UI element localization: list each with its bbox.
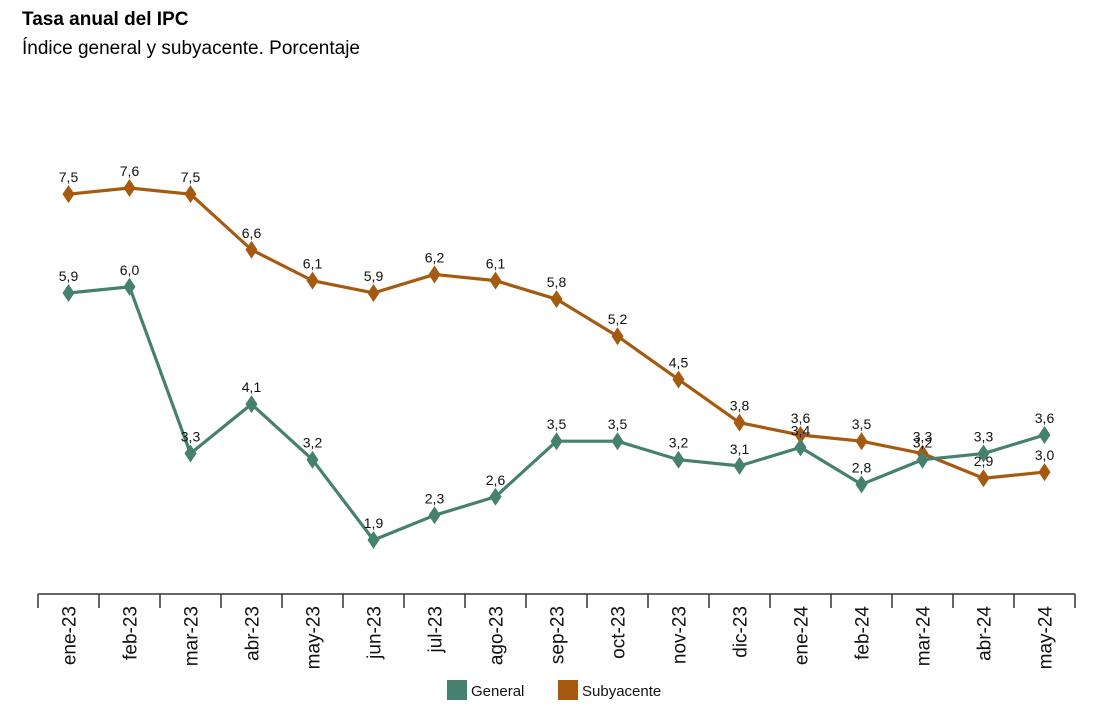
data-point-general <box>367 531 380 549</box>
data-point-general <box>733 456 746 475</box>
data-point-general <box>550 432 563 451</box>
x-tick-label: jul-23 <box>426 606 447 653</box>
x-tick-label: sep-23 <box>548 606 569 664</box>
data-point-general <box>977 444 990 463</box>
data-label-general: 3,6 <box>1035 410 1055 426</box>
data-label-general: 5,9 <box>59 268 79 284</box>
legend-label-subyacente: Subyacente <box>582 683 661 700</box>
x-tick-label: abr-23 <box>243 606 264 661</box>
legend-swatch-subyacente <box>558 680 578 700</box>
data-point-subyacente <box>62 185 75 204</box>
data-point-general <box>794 438 807 457</box>
data-label-general: 3,5 <box>547 416 567 432</box>
data-point-general <box>672 450 685 469</box>
x-axis: ene-23 feb-23 mar-23 abr-23 may-23 jun-23 jul-… <box>37 593 1076 670</box>
x-tick-label: may-24 <box>1036 606 1057 670</box>
x-tick-label: oct-23 <box>609 606 630 659</box>
data-label-subyacente: 5,2 <box>608 311 628 327</box>
legend-swatch-general <box>447 680 467 700</box>
x-tick-label: mar-24 <box>914 606 935 667</box>
data-label-subyacente: 2,9 <box>974 453 994 469</box>
x-tick-label: feb-24 <box>853 606 874 660</box>
series-line-general <box>68 285 1045 542</box>
data-point-subyacente <box>855 432 868 451</box>
data-point-subyacente <box>977 469 990 488</box>
x-tick-label: feb-23 <box>121 606 142 660</box>
data-point-general <box>184 444 197 463</box>
data-label-subyacente: 3,3 <box>913 429 933 445</box>
x-tick-label: ene-23 <box>60 606 81 665</box>
data-point-subyacente <box>306 271 319 290</box>
data-label-subyacente: 6,1 <box>303 256 323 272</box>
data-label-subyacente: 6,2 <box>425 249 445 265</box>
data-label-subyacente: 3,0 <box>1035 447 1055 463</box>
data-point-subyacente <box>794 426 807 445</box>
data-label-general: 2,8 <box>852 459 872 475</box>
data-label-subyacente: 6,1 <box>486 256 506 272</box>
data-point-general <box>123 277 136 296</box>
data-point-general <box>62 283 75 302</box>
data-label-general: 3,3 <box>974 429 994 445</box>
data-label-general: 3,2 <box>669 435 689 451</box>
data-point-subyacente <box>733 413 746 432</box>
data-point-subyacente <box>611 327 624 346</box>
data-point-subyacente <box>367 283 380 302</box>
data-label-general: 2,6 <box>486 472 506 488</box>
chart-title: Tasa anual del IPC <box>22 9 189 30</box>
x-tick-label: abr-24 <box>975 606 996 661</box>
data-label-subyacente: 4,5 <box>669 354 689 370</box>
data-labels: 7,5 7,6 7,56,66,15,96,2 6,15,85,24,53,83,6 3… <box>59 163 1055 531</box>
data-label-subyacente: 7,5 <box>59 169 79 185</box>
chart-subtitle: Índice general y subyacente. Porcentaje <box>22 38 360 59</box>
data-point-subyacente <box>184 185 197 204</box>
data-point-general <box>916 450 929 469</box>
data-label-general: 1,9 <box>364 515 384 531</box>
data-label-subyacente: 7,6 <box>120 163 140 179</box>
series-lines <box>68 186 1045 542</box>
data-point-general <box>855 475 868 494</box>
data-label-general: 4,1 <box>242 379 262 395</box>
data-point-subyacente <box>428 265 441 284</box>
data-point-subyacente <box>123 179 136 197</box>
data-label-general: 3,2 <box>913 435 933 451</box>
data-label-subyacente: 6,6 <box>242 225 262 241</box>
data-point-general <box>1038 426 1051 445</box>
legend: General Subyacente <box>447 680 661 700</box>
data-label-general: 3,5 <box>608 416 628 432</box>
data-point-subyacente <box>672 370 685 389</box>
data-point-general <box>245 395 258 414</box>
x-tick-label: mar-23 <box>182 606 203 666</box>
data-point-subyacente <box>489 271 502 290</box>
data-point-general <box>306 450 319 469</box>
data-label-subyacente: 3,5 <box>852 416 872 432</box>
x-tick-label: jun-23 <box>365 606 386 660</box>
data-point-general <box>428 506 441 525</box>
data-label-subyacente: 3,8 <box>730 398 750 414</box>
data-label-general: 2,3 <box>425 490 445 506</box>
data-label-subyacente: 3,6 <box>791 410 811 426</box>
data-label-general: 3,1 <box>730 441 750 457</box>
data-label-subyacente: 5,8 <box>547 274 567 290</box>
data-label-subyacente: 7,5 <box>181 169 201 185</box>
data-label-subyacente: 5,9 <box>364 268 384 284</box>
x-tick-label: ene-24 <box>792 606 813 666</box>
data-point-general <box>611 432 624 451</box>
x-tick-label: dic-23 <box>731 606 752 658</box>
data-point-general <box>489 487 502 506</box>
x-tick-label: nov-23 <box>670 606 691 664</box>
x-tick-label: may-23 <box>304 606 325 669</box>
data-point-subyacente <box>245 240 258 259</box>
data-label-general: 6,0 <box>120 262 140 278</box>
data-point-subyacente <box>550 290 563 309</box>
data-label-general: 3,4 <box>791 422 811 438</box>
series-markers <box>62 179 1051 549</box>
x-tick-label: ago-23 <box>487 606 508 665</box>
data-point-subyacente <box>1038 463 1051 482</box>
legend-label-general: General <box>471 683 524 700</box>
data-label-general: 3,3 <box>181 429 201 445</box>
data-label-general: 3,2 <box>303 435 323 451</box>
